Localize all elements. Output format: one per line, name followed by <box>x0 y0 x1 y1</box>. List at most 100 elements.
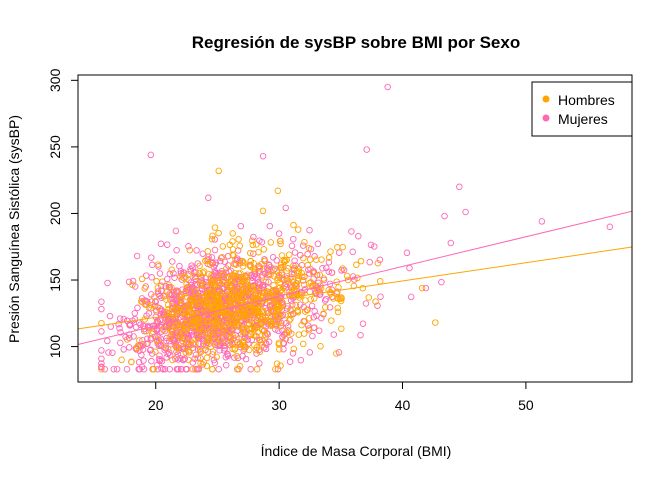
data-point <box>192 289 199 296</box>
data-point <box>98 305 105 313</box>
data-point <box>260 246 268 253</box>
data-point <box>209 232 216 240</box>
data-point <box>365 294 373 301</box>
data-point <box>372 298 379 305</box>
data-point <box>313 312 320 319</box>
data-point <box>329 295 337 302</box>
data-point <box>307 296 314 303</box>
data-point <box>313 271 321 279</box>
data-point <box>138 351 145 359</box>
data-point <box>264 316 271 324</box>
data-point <box>168 331 175 338</box>
data-point <box>211 315 219 323</box>
data-point <box>239 289 246 296</box>
data-point <box>322 295 330 303</box>
data-point <box>194 333 201 341</box>
data-point <box>259 289 267 296</box>
x-tick-label: 40 <box>395 397 411 413</box>
data-point <box>189 344 196 352</box>
data-point <box>288 273 295 281</box>
data-point <box>325 259 333 266</box>
data-point <box>177 296 185 304</box>
data-point <box>298 288 305 296</box>
data-point <box>113 365 121 373</box>
data-point <box>253 365 261 373</box>
data-point <box>195 315 203 322</box>
data-point <box>203 354 211 362</box>
data-point <box>177 334 184 341</box>
data-point <box>282 311 289 319</box>
data-point <box>270 266 277 274</box>
data-point <box>224 262 232 269</box>
data-point <box>280 256 287 264</box>
data-point <box>240 338 247 345</box>
data-point <box>138 363 146 371</box>
data-point <box>267 271 274 279</box>
data-point <box>312 256 320 263</box>
data-point <box>282 319 290 327</box>
data-point <box>235 288 243 296</box>
data-point <box>138 275 146 283</box>
data-point <box>153 278 160 285</box>
data-point <box>277 261 285 269</box>
data-point <box>319 265 326 272</box>
data-point <box>301 318 308 325</box>
legend: Hombres Mujeres <box>531 81 633 137</box>
data-point <box>211 341 219 348</box>
data-point <box>371 243 378 250</box>
data-point <box>248 271 255 279</box>
data-point <box>192 268 199 276</box>
data-point <box>249 241 257 249</box>
data-point <box>216 299 224 307</box>
data-point <box>159 278 166 285</box>
data-point <box>168 266 175 274</box>
data-point <box>214 278 221 285</box>
data-point <box>272 365 279 373</box>
data-point <box>253 350 260 357</box>
data-point <box>303 306 311 314</box>
y-tick-label: 100 <box>47 335 63 359</box>
data-point <box>275 327 282 335</box>
data-point <box>162 345 169 352</box>
data-point <box>233 352 241 360</box>
data-point <box>209 284 217 292</box>
data-point <box>350 282 358 290</box>
data-point <box>241 311 248 319</box>
data-point <box>175 332 183 339</box>
data-point <box>307 279 315 286</box>
data-point <box>153 362 161 369</box>
data-point <box>170 337 178 345</box>
data-point <box>148 274 155 281</box>
data-point <box>216 313 224 320</box>
data-point <box>447 239 455 247</box>
data-point <box>116 315 124 322</box>
data-point <box>151 333 159 340</box>
data-point <box>279 284 287 292</box>
data-point <box>240 259 247 266</box>
data-point <box>261 257 268 265</box>
data-point <box>275 305 283 312</box>
data-point <box>363 146 370 153</box>
data-point <box>183 343 190 350</box>
regression-lines <box>77 210 633 346</box>
data-point <box>229 296 237 304</box>
data-point <box>151 293 158 301</box>
data-point <box>277 275 285 282</box>
data-point <box>140 357 147 364</box>
data-point <box>238 297 245 305</box>
data-point <box>110 365 118 373</box>
data-point <box>269 254 277 261</box>
data-point <box>357 331 364 339</box>
data-point <box>197 359 204 367</box>
data-point <box>384 83 391 91</box>
data-point <box>156 270 164 277</box>
data-point <box>256 348 264 356</box>
data-point <box>208 365 216 373</box>
data-point <box>231 345 239 352</box>
data-point <box>274 187 282 195</box>
data-point <box>300 273 308 281</box>
x-axis: 20 30 40 50 <box>148 381 534 413</box>
data-point <box>194 354 202 362</box>
data-point <box>284 265 292 272</box>
data-point <box>366 258 373 266</box>
